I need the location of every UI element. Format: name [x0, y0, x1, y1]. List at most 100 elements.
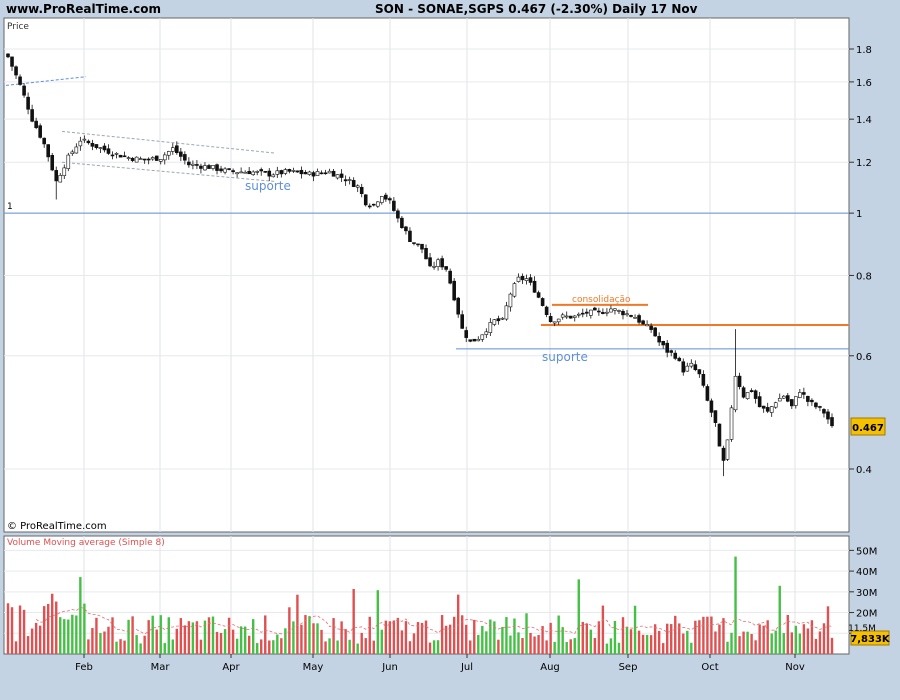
candle-body: [424, 248, 428, 260]
volume-bar: [179, 618, 183, 654]
y-tick-label: 0.6: [856, 352, 872, 363]
volume-bar: [682, 633, 685, 654]
volume-bar: [517, 632, 520, 654]
volume-bar: [276, 634, 279, 654]
volume-bar: [235, 638, 239, 654]
candle-body: [810, 399, 814, 403]
volume-bar: [477, 634, 480, 654]
candle-body: [729, 407, 734, 440]
volume-bar: [251, 619, 255, 654]
candle-body: [154, 155, 159, 161]
candle-body: [207, 165, 211, 169]
candle-body: [126, 157, 131, 159]
consolidacao-label: consolidação: [572, 295, 631, 305]
candle-body: [416, 243, 420, 246]
volume-bar: [396, 617, 400, 654]
volume-bar: [444, 625, 448, 654]
volume-bar: [247, 635, 251, 654]
volume-bar: [416, 622, 420, 654]
candle-body: [46, 144, 50, 158]
candle-body: [158, 159, 163, 162]
volume-bar: [521, 638, 524, 654]
candle-body: [175, 145, 179, 154]
reference-line-label: 1: [7, 202, 13, 212]
candle-body: [6, 53, 10, 58]
candle-body: [82, 138, 87, 141]
candle-body: [448, 270, 452, 284]
volume-bar: [818, 631, 822, 654]
volume-bar: [412, 633, 416, 654]
candle-body: [371, 203, 376, 206]
last-volume-label: 7,833K: [850, 634, 891, 645]
volume-bar: [629, 629, 633, 654]
candle-body: [468, 339, 473, 342]
candle-body: [641, 320, 645, 325]
volume-bar: [131, 616, 134, 654]
candle-body: [219, 168, 223, 172]
volume-bar: [408, 641, 412, 654]
volume-bar: [686, 630, 689, 654]
volume-bar: [597, 621, 601, 654]
volume-bar: [219, 633, 223, 654]
candle-body: [629, 315, 633, 317]
candle-body: [134, 156, 139, 163]
volume-bar: [91, 628, 94, 654]
volume-bar: [243, 626, 247, 654]
volume-bar: [368, 616, 371, 654]
volume-bar: [300, 624, 303, 654]
x-tick-label: Mar: [151, 662, 171, 673]
candle-body: [251, 171, 255, 176]
y-tick-label: 1.2: [856, 158, 872, 169]
volume-bar: [340, 621, 343, 654]
candle-body: [625, 313, 629, 316]
candle-body: [464, 330, 469, 338]
candle-body: [476, 338, 481, 342]
volume-bar: [774, 630, 777, 654]
volume-bar: [14, 641, 18, 654]
candle-body: [18, 76, 22, 85]
candle-body: [106, 148, 111, 154]
volume-bar: [814, 638, 818, 654]
chart-header: www.ProRealTime.com SON - SONAE,SGPS 0.4…: [0, 0, 900, 18]
volume-bar: [670, 624, 673, 654]
volume-bar: [569, 639, 572, 654]
candle-body: [247, 170, 251, 175]
candle-body: [14, 66, 18, 76]
candle-body: [150, 157, 155, 160]
candle-body: [777, 398, 782, 402]
candle-body: [94, 144, 99, 148]
x-tick-label: May: [303, 662, 324, 673]
candle-body: [307, 171, 312, 175]
volume-bar: [79, 577, 82, 654]
candle-body: [460, 314, 465, 329]
candle-body: [504, 305, 509, 320]
x-axis: Feb Mar Apr May Jun Jul Aug Sep Oct Nov: [75, 654, 805, 673]
volume-bar: [581, 621, 584, 654]
candle-body: [697, 369, 702, 375]
vol-y-tick-label: 20M: [856, 609, 877, 620]
volume-bar: [428, 642, 432, 654]
volume-bar: [6, 603, 10, 654]
candle-body: [765, 407, 770, 412]
candle-body: [311, 172, 316, 177]
volume-bar: [690, 642, 693, 654]
candle-body: [512, 283, 517, 297]
candle-body: [428, 257, 432, 267]
candle-body: [70, 151, 75, 154]
volume-bar: [316, 623, 319, 654]
candle-body: [138, 158, 143, 160]
candle-body: [576, 313, 581, 316]
volume-bar: [714, 631, 717, 654]
volume-bar: [493, 621, 496, 654]
volume-bar: [436, 640, 440, 654]
candle-body: [66, 154, 71, 169]
volume-bar: [589, 629, 593, 654]
instrument-title: SON - SONAE,SGPS 0.467 (-2.30%) Daily 17…: [375, 2, 698, 16]
site-url[interactable]: www.ProRealTime.com: [6, 2, 161, 16]
candle-body: [572, 315, 577, 318]
volume-bar: [260, 639, 263, 654]
volume-bar: [766, 620, 769, 654]
candle-body: [717, 423, 722, 447]
candle-body: [524, 278, 529, 281]
